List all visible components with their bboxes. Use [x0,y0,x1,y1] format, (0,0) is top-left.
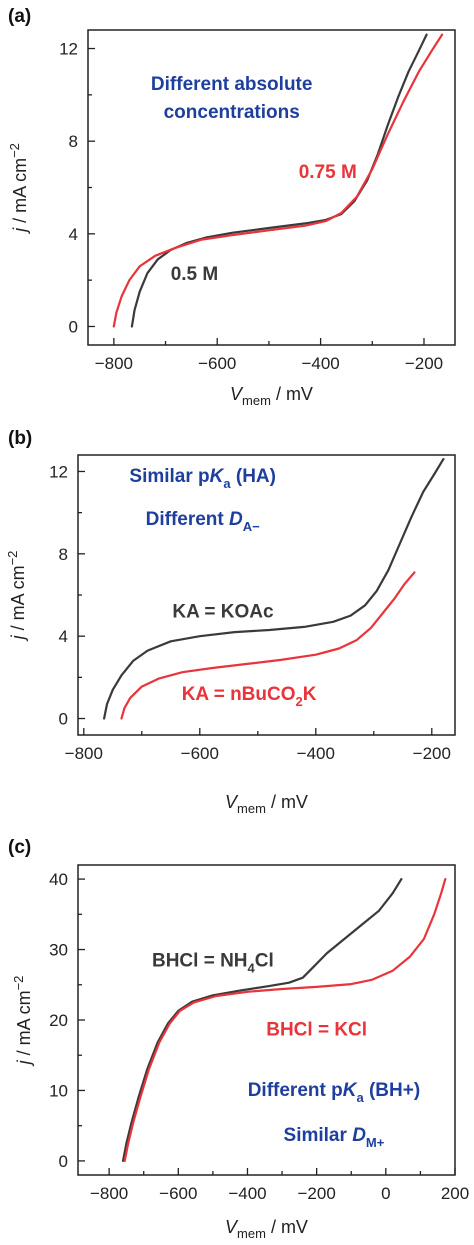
y-tick-label: 8 [59,545,68,564]
annotation-label: Similar pKa (HA) [129,466,276,491]
y-tick-label: 8 [69,132,78,151]
annotation-label: Different DA− [146,509,261,534]
annotation-label: KA = nBuCO2K [182,684,317,709]
y-axis-label: j / mA cm−2 [11,976,34,1068]
chart-panel-b: (b) −800 −600 −400 −200 0 4 8 12 Vmem / mV j / mA … [5,428,456,816]
annotation-label: KA = KOAc [172,602,274,623]
x-tick-label: −600 [181,744,219,763]
panel-label: (b) [8,428,32,449]
y-tick-label: 20 [49,1011,68,1030]
x-tick-label: −800 [95,354,133,373]
panel-label: (a) [8,6,31,27]
y-tick-label: 40 [49,870,68,889]
y-tick-label: 12 [49,462,68,481]
x-axis-label: Vmem / mV [225,1217,308,1241]
y-tick-label: 30 [49,941,68,960]
x-tick-label: −600 [198,354,236,373]
y-axis-label: j / mA cm−2 [5,551,28,643]
series-line-black [130,33,428,328]
annotation-label: 0.75 M [299,162,357,183]
y-tick-label: 4 [59,627,68,646]
annotation-label: concentrations [164,102,300,123]
y-tick-label: 10 [49,1081,68,1100]
x-tick-label: −800 [90,1184,128,1203]
chart-panel-a: (a) −800 −600 −400 −200 0 4 8 12 Vmem / mV j / mA … [7,6,456,408]
x-tick-label: 200 [441,1184,469,1203]
y-tick-label: 12 [59,40,78,59]
annotation-label: Different absolute [151,74,313,95]
series-line-red [123,878,447,1162]
chart-panel-c: (c) −800 −600 −400 −200 0 200 0 10 20 30 40 Vmem / m… [8,837,469,1241]
series-line-red [112,33,444,328]
y-tick-label: 0 [59,1152,68,1171]
annotation-label: BHCl = KCl [266,1020,367,1041]
x-tick-label: −400 [297,744,335,763]
panel-label: (c) [8,837,31,858]
series-line-black [103,458,445,720]
x-tick-label: −800 [65,744,103,763]
x-tick-label: −200 [405,354,443,373]
series-line-black [121,878,403,1162]
x-tick-label: −600 [159,1184,197,1203]
y-tick-label: 4 [69,225,78,244]
x-tick-label: −200 [413,744,451,763]
annotation-label: BHCl = NH4Cl [152,950,274,975]
annotation-label: 0.5 M [171,264,219,285]
y-tick-label: 0 [59,710,68,729]
x-axis-label: Vmem / mV [225,792,308,816]
x-tick-label: −400 [228,1184,266,1203]
x-tick-label: 0 [381,1184,390,1203]
y-axis-label: j / mA cm−2 [7,143,30,235]
y-tick-label: 0 [69,317,78,336]
x-axis-label: Vmem / mV [230,384,313,408]
series-line-red [120,571,416,720]
x-tick-label: −400 [301,354,339,373]
annotation-label: Different pKa (BH+) [248,1080,420,1105]
annotation-label: Similar DM+ [284,1125,385,1150]
x-tick-label: −200 [298,1184,336,1203]
